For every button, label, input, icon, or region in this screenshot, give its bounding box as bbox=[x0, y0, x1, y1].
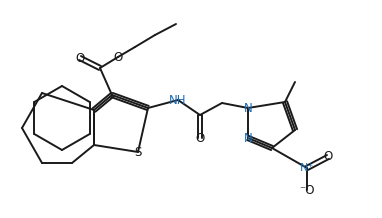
Text: N⁺: N⁺ bbox=[300, 163, 314, 173]
Text: O: O bbox=[75, 51, 85, 65]
Text: S: S bbox=[134, 145, 142, 158]
Text: N: N bbox=[244, 131, 253, 145]
Text: N: N bbox=[244, 102, 253, 114]
Text: O: O bbox=[113, 51, 123, 63]
Text: O: O bbox=[324, 150, 333, 164]
Text: NH: NH bbox=[169, 94, 187, 107]
Text: O: O bbox=[195, 131, 205, 145]
Text: ⁻O: ⁻O bbox=[299, 184, 315, 196]
